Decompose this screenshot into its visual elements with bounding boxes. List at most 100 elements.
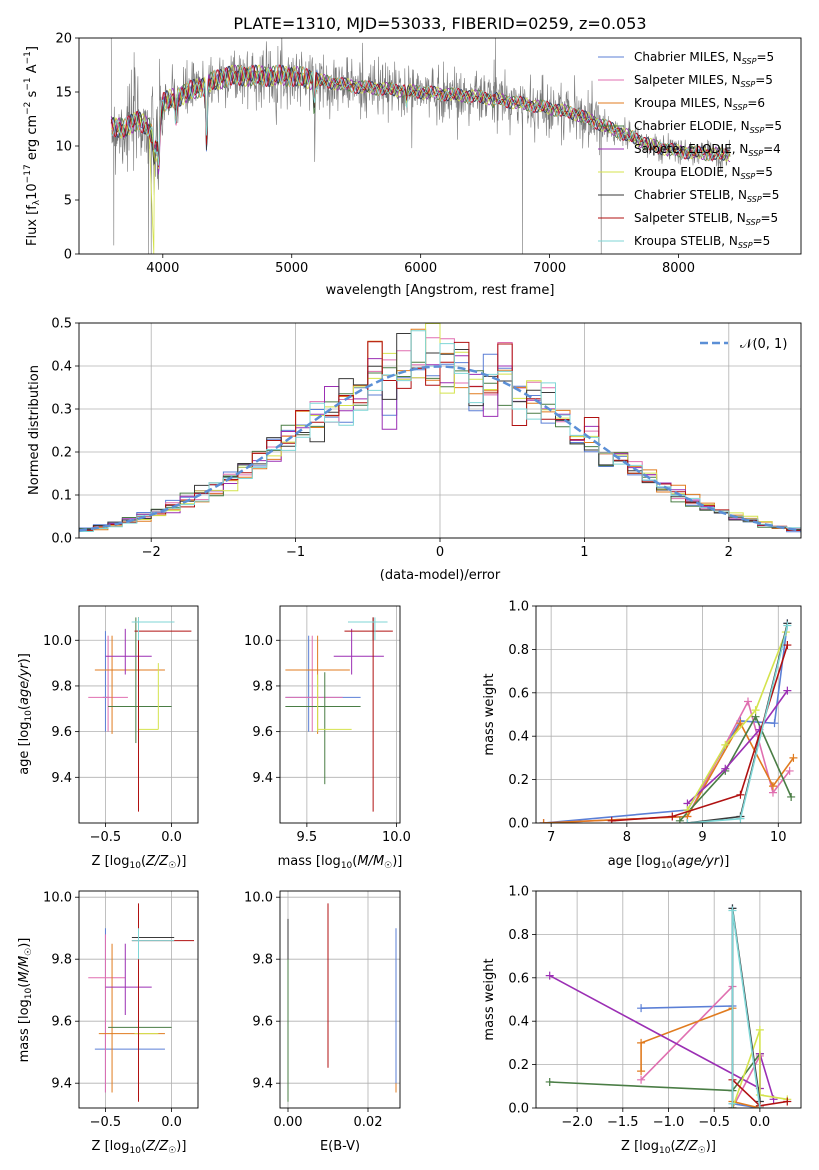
x-tick-label: −2.0 xyxy=(561,1115,593,1130)
legend-label: Kroupa ELODIE, NSSP=5 xyxy=(634,165,773,181)
model-line-salpeter_stelib xyxy=(110,64,731,168)
mass-weight-marker-salpeter_stelib xyxy=(668,812,677,821)
x-tick-label: −0.5 xyxy=(90,830,122,845)
y-axis-label: age [log10(age/yr)] xyxy=(17,653,34,775)
y-tick-label: 10.0 xyxy=(244,891,273,906)
y-tick-label: 9.6 xyxy=(252,1015,273,1030)
mass-weight-marker-kroupa_miles xyxy=(736,719,745,728)
y-tick-label: 0.5 xyxy=(51,317,72,332)
y-tick-label: 9.6 xyxy=(51,1015,72,1030)
mass-weight-line-kroupa_stelib xyxy=(731,910,761,1108)
mass-weight-marker-kroupa_elodie xyxy=(683,805,692,814)
y-tick-label: 20 xyxy=(55,32,72,47)
x-tick-label: −1 xyxy=(286,545,305,560)
mass-weight-marker-salpeter_miles xyxy=(637,1075,646,1084)
y-tick-label: 0.3 xyxy=(51,403,72,418)
x-axis-label: mass [log10(M/M☉)] xyxy=(278,854,403,871)
y-tick-label: 10.0 xyxy=(43,634,72,649)
axes-frame xyxy=(78,322,802,539)
spectrum-panel: 4000 5000 6000 7000 8000 0 5 10 15 20 wavelength [… xyxy=(23,32,802,298)
x-tick-label: 0.00 xyxy=(274,1115,303,1130)
plot-area xyxy=(110,38,731,254)
x-tick-label: 10.0 xyxy=(382,830,411,845)
x-tick-label: 5000 xyxy=(275,261,308,276)
x-tick-label: 0 xyxy=(436,545,444,560)
mass-weight-metallicity-panel: −2.0 −1.5 −1.0 −0.5 0.0 0.0 0.2 0.4 0.6 0.8 1.0 Z [… xyxy=(482,885,802,1156)
axes-frame xyxy=(78,37,802,255)
mass-weight-marker-kroupa_miles xyxy=(637,1038,646,1047)
mass-weight-marker-kroupa_stelib xyxy=(736,814,745,823)
legend-label: Salpeter ELODIE, NSSP=4 xyxy=(634,142,781,158)
axes-frame xyxy=(78,605,199,824)
x-tick-label: 4000 xyxy=(146,261,179,276)
mass-weight-marker-salpeter_elodie xyxy=(721,764,730,773)
plot-area xyxy=(287,903,397,1102)
legend-label: Chabrier ELODIE, NSSP=5 xyxy=(634,119,782,135)
figure-title: PLATE=1310, MJD=53033, FIBERID=0259, z=0… xyxy=(233,14,646,33)
x-tick-label: −1.0 xyxy=(653,1115,685,1130)
y-tick-label: 0.0 xyxy=(508,1102,529,1117)
x-axis-label: age [log10(age/yr)] xyxy=(608,854,730,871)
legend-label: Salpeter STELIB, NSSP=5 xyxy=(634,211,778,227)
mass-weight-marker-chabrier_miles xyxy=(637,1004,646,1013)
y-tick-label: 0.4 xyxy=(508,1015,529,1030)
mass-weight-marker-kroupa_elodie xyxy=(755,1025,764,1034)
y-tick-label: 0.6 xyxy=(508,971,529,986)
axes-frame xyxy=(279,605,401,824)
plot-area xyxy=(79,323,801,535)
y-tick-label: 0.8 xyxy=(508,928,529,943)
axes-frame xyxy=(279,890,401,1109)
mass-age-panel: 9.5 10.0 9.4 9.6 9.8 10.0 mass [log10(M/M☉)] xyxy=(244,605,411,871)
plot-area xyxy=(545,904,792,1108)
mass-weight-marker-salpeter_stelib xyxy=(736,790,745,799)
mass-weight-line-kroupa_elodie xyxy=(686,631,787,811)
y-axis-label: Normed distribution xyxy=(27,365,42,495)
x-tick-label: 8 xyxy=(623,830,631,845)
y-axis-label: Flux [fλ10−17 erg cm−2 s−1 A−1] xyxy=(23,46,42,246)
y-tick-label: 10.0 xyxy=(43,891,72,906)
legend-label: 𝒩(0, 1) xyxy=(740,337,787,352)
mass-weight-marker-salpeter_miles xyxy=(785,766,794,775)
y-tick-label: 9.4 xyxy=(252,771,273,786)
y-axis-label: mass weight xyxy=(482,673,497,755)
y-tick-label: 0.0 xyxy=(51,532,72,547)
plot-area xyxy=(88,903,195,1102)
y-tick-label: 0.2 xyxy=(508,1058,529,1073)
mass-weight-marker-salpeter_miles xyxy=(744,697,752,706)
y-tick-label: 0 xyxy=(64,248,72,263)
y-tick-label: 9.8 xyxy=(51,679,72,694)
mass-weight-marker-kroupa_stelib xyxy=(755,1104,764,1108)
y-tick-label: 9.8 xyxy=(252,679,273,694)
x-tick-label: −0.5 xyxy=(698,1115,730,1130)
mass-weight-line-kroupa_elodie xyxy=(731,1029,788,1108)
y-tick-label: 9.4 xyxy=(51,771,72,786)
y-tick-label: 9.6 xyxy=(252,725,273,740)
x-axis-label: Z [log10(Z/Z☉)] xyxy=(92,854,187,871)
mass-weight-line-salpeter_miles xyxy=(543,699,791,823)
mass-weight-line-chabrier_elodie xyxy=(679,714,792,822)
y-tick-label: 10.0 xyxy=(244,634,273,649)
y-tick-label: 0.2 xyxy=(51,446,72,461)
x-tick-label: 8000 xyxy=(662,261,695,276)
y-tick-label: 0.8 xyxy=(508,643,529,658)
legend-label: Chabrier STELIB, NSSP=5 xyxy=(634,188,779,204)
x-tick-label: −1.5 xyxy=(607,1115,639,1130)
x-tick-label: 9 xyxy=(698,830,706,845)
mass-weight-marker-kroupa_miles xyxy=(539,819,548,823)
x-axis-label: E(B-V) xyxy=(320,1139,360,1154)
y-tick-label: 0.1 xyxy=(51,489,72,504)
x-tick-label: 7000 xyxy=(533,261,566,276)
y-tick-label: 15 xyxy=(55,86,72,101)
axes-frame xyxy=(535,890,802,1109)
mass-weight-line-salpeter_elodie xyxy=(686,690,789,805)
mass-weight-marker-kroupa_miles xyxy=(789,753,798,762)
x-tick-label: 2 xyxy=(725,545,733,560)
mass-weight-line-chabrier_miles xyxy=(543,623,789,823)
mass-weight-line-kroupa_miles xyxy=(640,1007,761,1108)
y-tick-label: 9.8 xyxy=(252,953,273,968)
y-tick-label: 1.0 xyxy=(508,600,529,615)
mass-weight-marker-kroupa_miles xyxy=(768,782,777,791)
x-axis-label: Z [log10(Z/Z☉)] xyxy=(92,1139,187,1156)
x-axis-label: wavelength [Angstrom, rest frame] xyxy=(326,283,555,298)
